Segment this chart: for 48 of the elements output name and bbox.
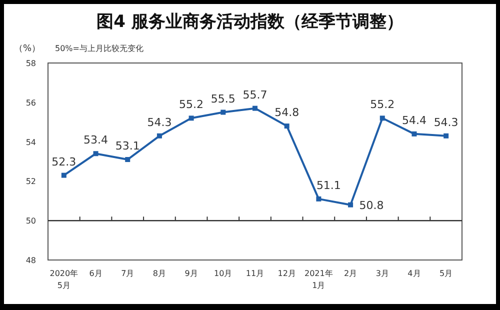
point bbox=[316, 196, 322, 202]
text: 50%=与上月比较无变化 bbox=[55, 44, 144, 53]
x-tick-label: 8月 bbox=[152, 269, 166, 278]
data-label: 53.1 bbox=[115, 140, 140, 153]
point bbox=[156, 133, 162, 138]
x-tick-label: 9月 bbox=[184, 269, 198, 278]
x-tick-label: 2021年 1月 bbox=[304, 269, 333, 290]
point bbox=[93, 151, 98, 156]
data-label: 54.8 bbox=[274, 106, 300, 120]
x-tick-label: 5月 bbox=[440, 269, 453, 278]
y-tick-label: 54 bbox=[26, 138, 36, 147]
point bbox=[380, 116, 385, 121]
y-tick-label: 48 bbox=[26, 256, 36, 265]
data-label: 53.4 bbox=[84, 134, 108, 147]
point bbox=[444, 133, 449, 138]
data-label: 54.3 bbox=[434, 116, 458, 129]
x-tick-label: 3月 bbox=[376, 269, 389, 278]
point bbox=[61, 172, 66, 178]
data-label: 52.3 bbox=[52, 155, 76, 168]
x-tick-label: 7月 bbox=[121, 269, 134, 278]
data-label: 55.5 bbox=[210, 92, 236, 106]
y-tick-label: 56 bbox=[26, 98, 36, 108]
data-label: 54.3 bbox=[147, 116, 172, 129]
x-tick-label: 10月 bbox=[214, 269, 232, 278]
data-label: 55.7 bbox=[242, 88, 268, 102]
x-tick-label: 12月 bbox=[278, 269, 296, 278]
x-tick-label: 11月 bbox=[246, 269, 264, 278]
point bbox=[412, 131, 417, 136]
y-axis-title: （%） bbox=[14, 44, 41, 54]
x-tick-label: 2月 bbox=[344, 269, 358, 278]
y-tick-label: 50 bbox=[26, 216, 36, 226]
point bbox=[125, 157, 130, 162]
x-tick-label: 4月 bbox=[408, 269, 421, 278]
data-label: 55.2 bbox=[179, 98, 204, 112]
x-tick-label: 2020年 5月 bbox=[50, 269, 78, 290]
point bbox=[348, 202, 354, 208]
x-tick-label: 6月 bbox=[89, 269, 102, 278]
data-label: 51.1 bbox=[316, 178, 341, 192]
data-label: 55.2 bbox=[370, 98, 395, 112]
point bbox=[284, 124, 290, 129]
data-label: 50.8 bbox=[359, 198, 384, 212]
data-label: 54.4 bbox=[402, 114, 426, 127]
chart-title: 图4 服务业商务活动指数（经季节调整） bbox=[96, 12, 404, 32]
y-tick-label: 52 bbox=[26, 177, 36, 186]
point bbox=[252, 106, 258, 111]
point bbox=[220, 110, 226, 115]
y-tick-label: 58 bbox=[26, 59, 36, 68]
point bbox=[188, 116, 194, 121]
